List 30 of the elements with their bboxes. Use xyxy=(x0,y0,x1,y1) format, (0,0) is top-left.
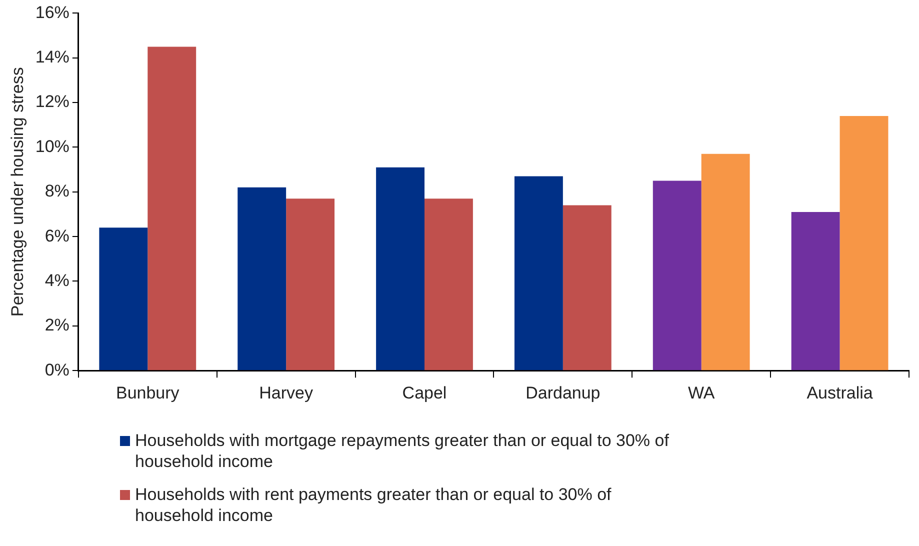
x-tick-label: WA xyxy=(688,383,716,402)
y-tick-label: 2% xyxy=(44,316,70,335)
bar xyxy=(99,228,148,370)
x-tick-label: Australia xyxy=(806,383,874,402)
y-tick-label: 0% xyxy=(44,360,70,380)
bar xyxy=(286,198,335,370)
y-tick-label: 12% xyxy=(35,92,70,112)
y-axis-title: Percentage under housing stress xyxy=(8,67,27,317)
bar xyxy=(238,187,286,370)
y-tick-label: 10% xyxy=(35,136,70,156)
y-tick-label: 14% xyxy=(35,48,70,67)
y-tick-label: 8% xyxy=(44,182,70,201)
x-tick-label: Harvey xyxy=(259,383,314,402)
bar xyxy=(148,46,196,370)
bar xyxy=(840,116,888,370)
y-tick-label: 6% xyxy=(44,226,70,246)
bar xyxy=(514,176,563,370)
bar xyxy=(701,154,750,370)
bar xyxy=(376,167,424,370)
x-tick-label: Capel xyxy=(402,383,447,402)
y-tick-label: 4% xyxy=(44,270,70,290)
x-tick-label: Bunbury xyxy=(116,383,180,402)
legend-label: Households with rent payments greater than or equal to 30% of household income xyxy=(135,484,612,526)
bar xyxy=(562,205,612,370)
bar xyxy=(791,212,840,370)
x-tick-label: Dardanup xyxy=(526,383,600,402)
bar xyxy=(652,180,702,370)
bar xyxy=(424,198,473,370)
legend-label: Households with mortgage repayments greater than or equal to 30% of household income xyxy=(135,430,670,472)
y-tick-label: 16% xyxy=(35,2,70,22)
